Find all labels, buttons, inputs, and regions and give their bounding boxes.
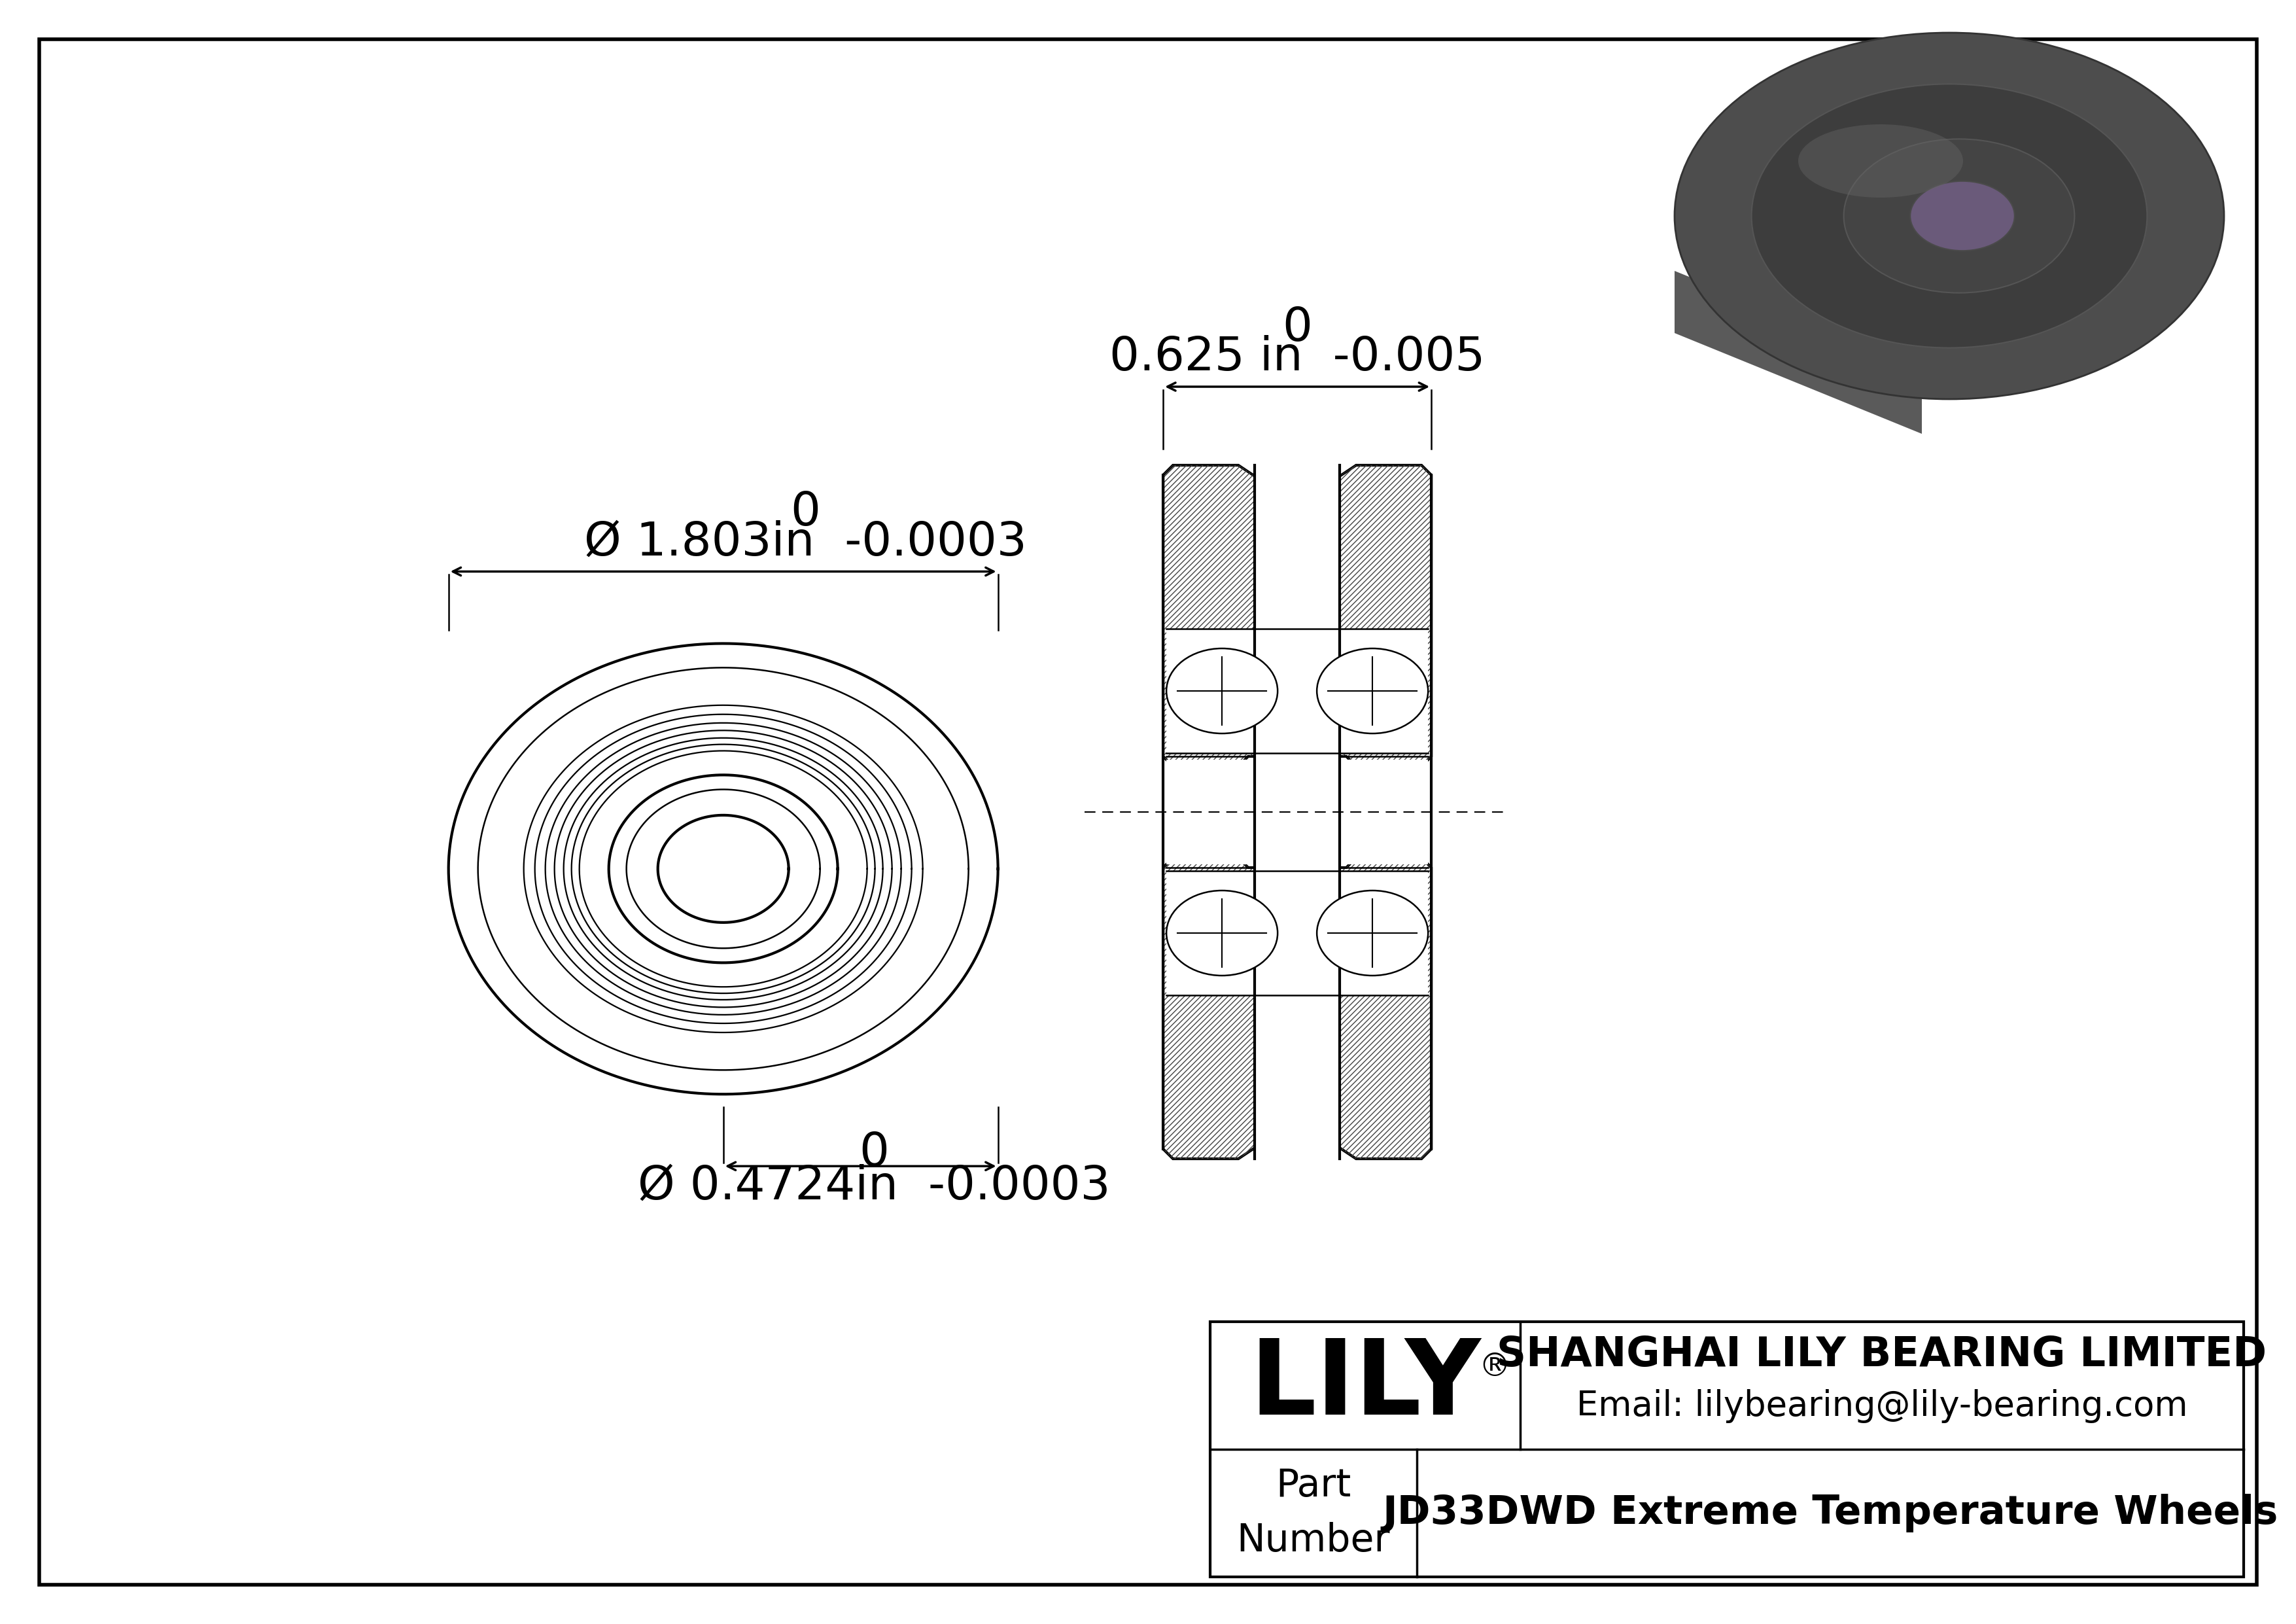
Bar xyxy=(1166,760,1428,864)
Polygon shape xyxy=(1164,848,1430,1160)
Ellipse shape xyxy=(1844,140,2076,292)
Bar xyxy=(1169,921,1176,945)
Bar xyxy=(1169,679,1176,703)
Text: 0: 0 xyxy=(1281,305,1313,351)
Text: 0: 0 xyxy=(790,490,820,536)
Text: LILY: LILY xyxy=(1249,1335,1481,1436)
Polygon shape xyxy=(1164,464,1430,776)
Ellipse shape xyxy=(1674,32,2225,400)
Text: Part
Number: Part Number xyxy=(1238,1466,1389,1559)
Bar xyxy=(1210,1322,2243,1577)
Ellipse shape xyxy=(1318,890,1428,976)
Ellipse shape xyxy=(1166,890,1277,976)
Bar xyxy=(1254,458,1341,1166)
Ellipse shape xyxy=(1166,648,1277,734)
Text: Ø 1.803in  -0.0003: Ø 1.803in -0.0003 xyxy=(583,520,1026,565)
Bar xyxy=(1166,628,1428,754)
Text: 0: 0 xyxy=(859,1130,889,1176)
Text: JD33DWD Extreme Temperature Wheels: JD33DWD Extreme Temperature Wheels xyxy=(1382,1494,2278,1533)
Ellipse shape xyxy=(1910,182,2014,250)
Text: Email: lilybearing@lily-bearing.com: Email: lilybearing@lily-bearing.com xyxy=(1577,1389,2188,1423)
Bar xyxy=(1166,870,1428,996)
Ellipse shape xyxy=(1798,125,1963,198)
Text: 0.625 in  -0.005: 0.625 in -0.005 xyxy=(1109,335,1486,380)
Text: SHANGHAI LILY BEARING LIMITED: SHANGHAI LILY BEARING LIMITED xyxy=(1497,1335,2266,1374)
Text: Ø 0.4724in  -0.0003: Ø 0.4724in -0.0003 xyxy=(638,1163,1111,1208)
Polygon shape xyxy=(1674,271,1922,434)
Bar xyxy=(1412,921,1419,945)
Ellipse shape xyxy=(1318,648,1428,734)
Bar xyxy=(1412,679,1419,703)
Text: ®: ® xyxy=(1479,1351,1511,1382)
Ellipse shape xyxy=(1752,84,2147,348)
